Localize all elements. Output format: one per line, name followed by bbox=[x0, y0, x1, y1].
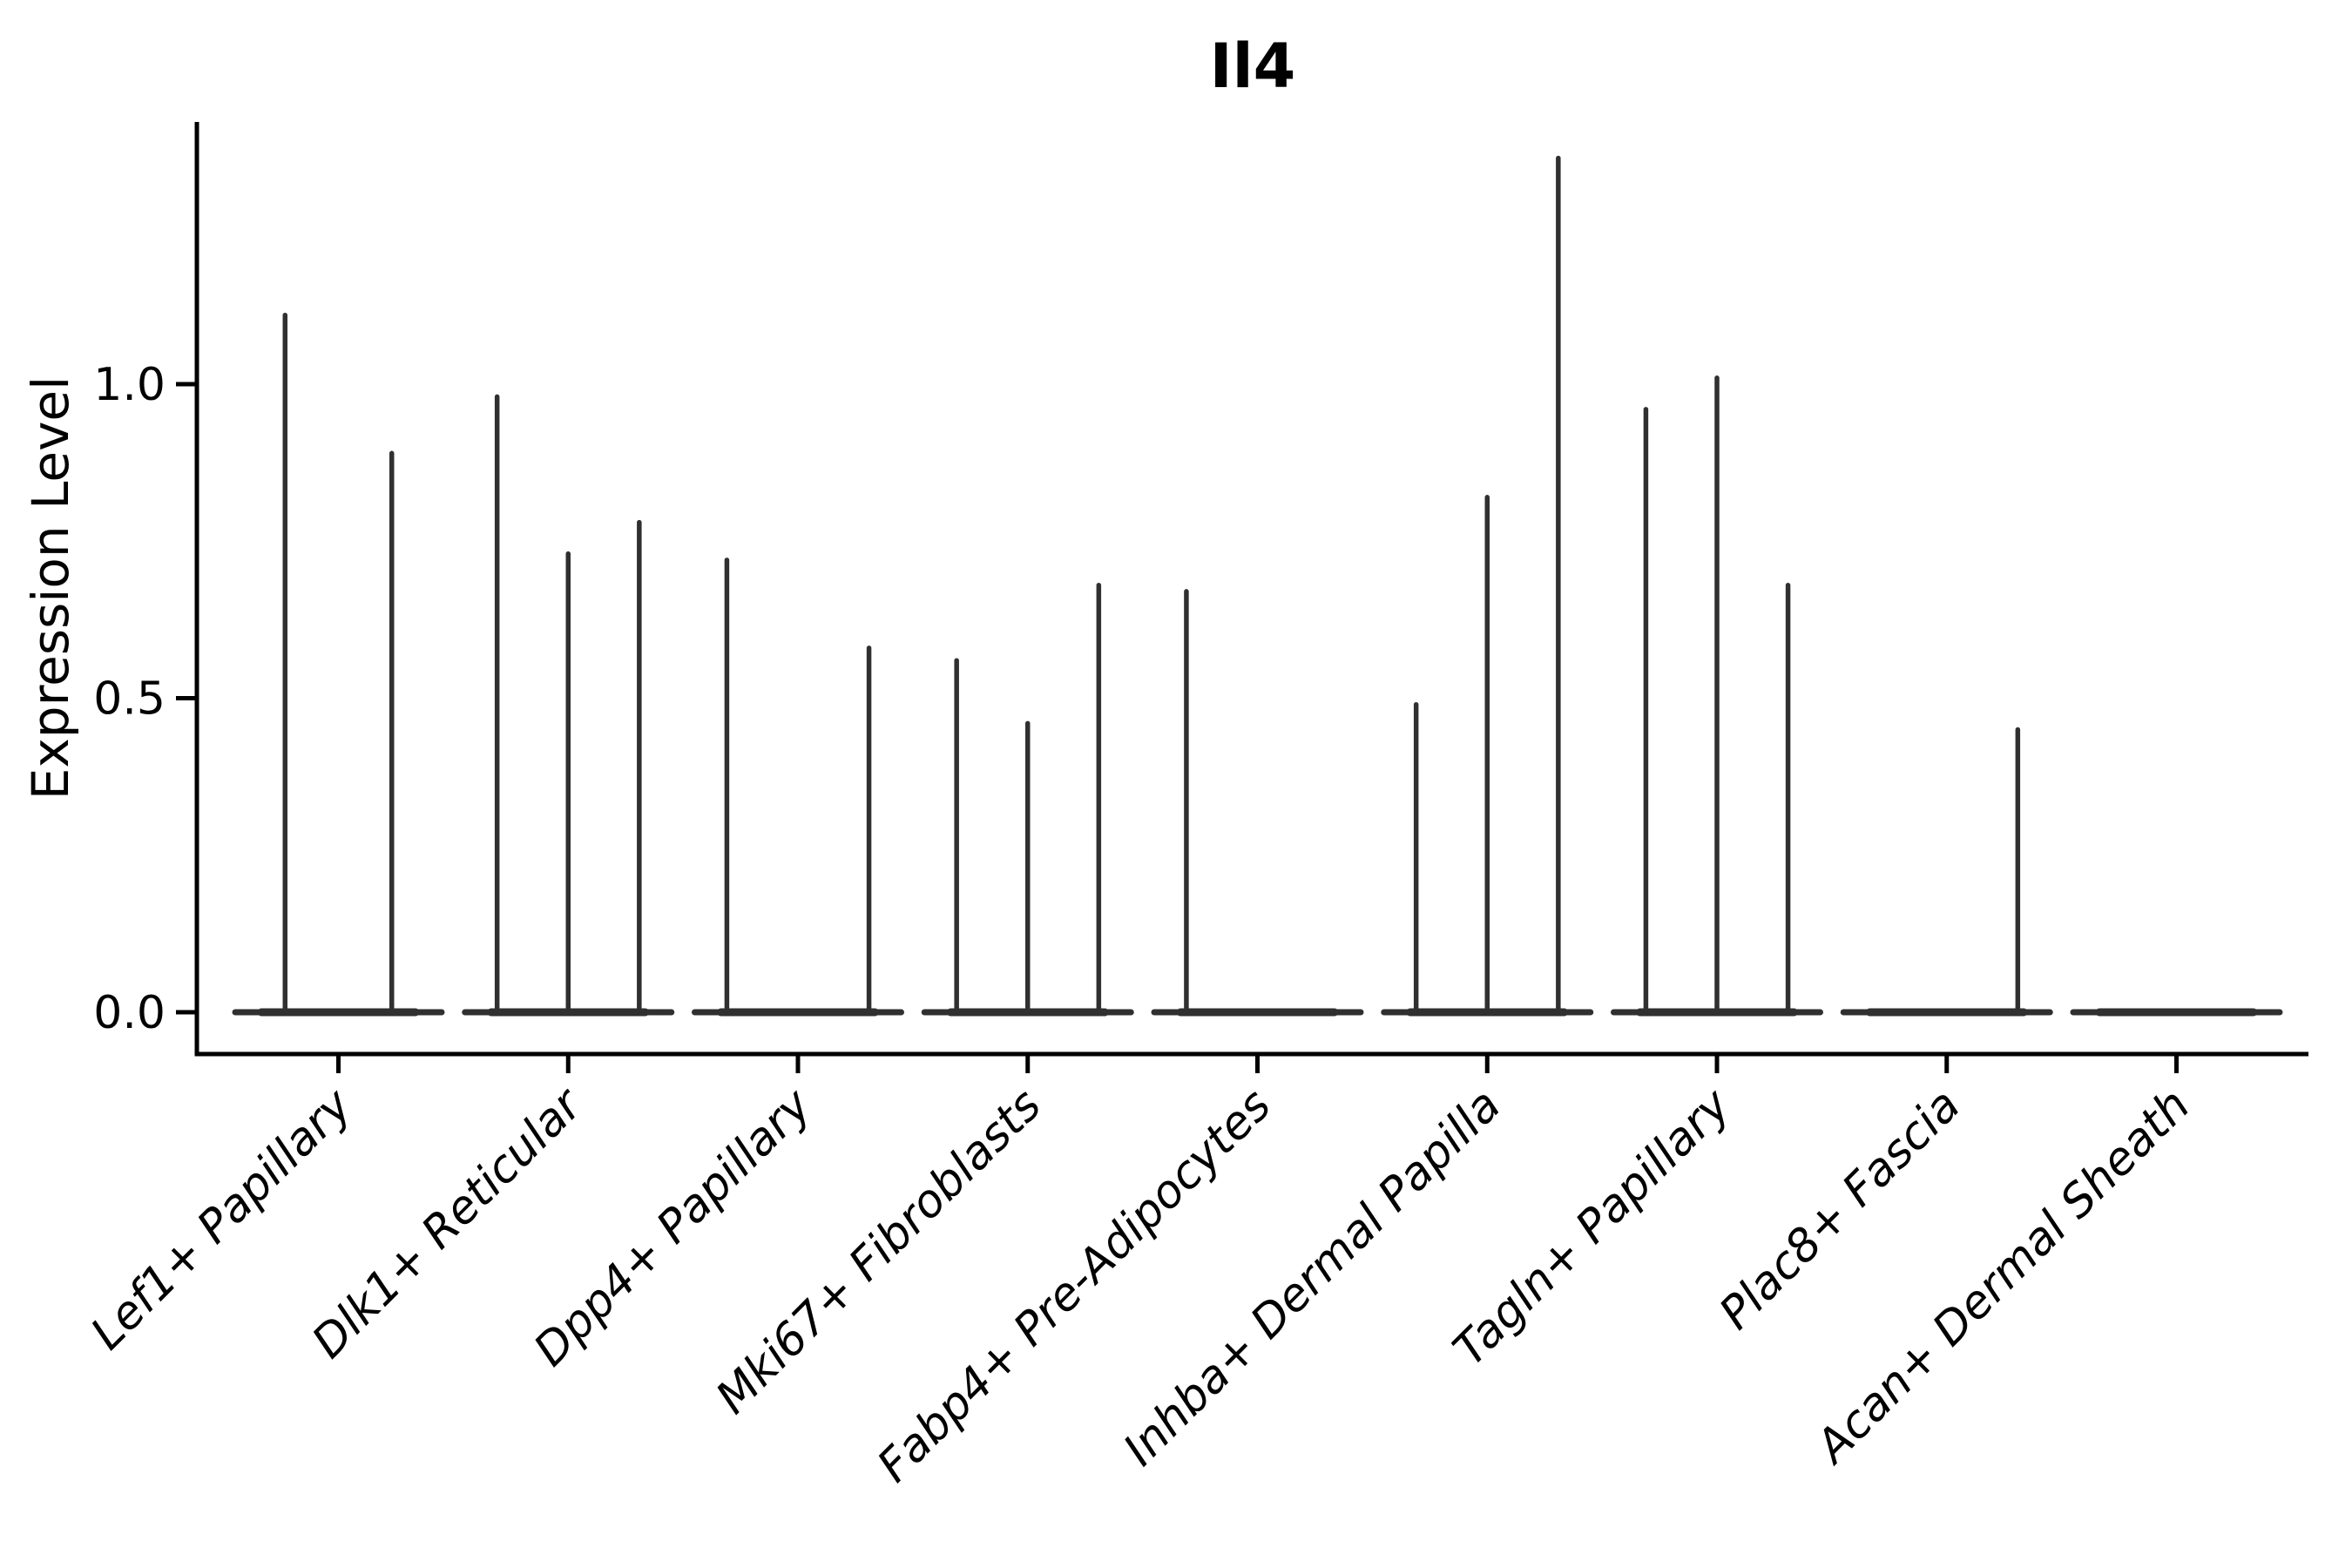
y-axis-ticks: 0.0 0.5 1.0 bbox=[93, 359, 197, 1039]
x-tick-label: Inhba+ Dermal Papilla bbox=[1114, 1079, 1511, 1477]
plot-title: Il4 bbox=[1210, 30, 1296, 102]
y-tick-label: 0.5 bbox=[93, 673, 166, 726]
y-tick-label: 1.0 bbox=[93, 359, 166, 411]
x-tick-label: Plac8+ Fascia bbox=[1710, 1079, 1970, 1340]
violin-bodies bbox=[232, 155, 2283, 1017]
y-axis-label: Expression Level bbox=[21, 376, 80, 800]
y-tick-label: 0.0 bbox=[93, 987, 166, 1039]
x-tick-label: Acan+ Dermal Sheath bbox=[1805, 1079, 2200, 1475]
x-tick-label: Fabp4+ Pre-Adipocytes bbox=[868, 1079, 1281, 1493]
axes bbox=[194, 122, 2308, 1057]
